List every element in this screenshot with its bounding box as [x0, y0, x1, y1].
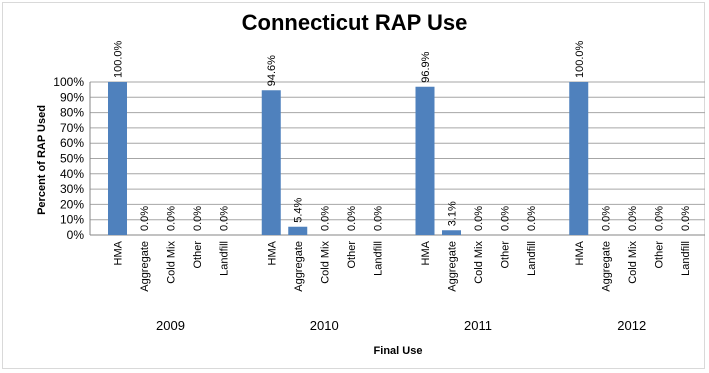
data-label: 0.0%	[139, 206, 151, 231]
data-label: 0.0%	[319, 206, 331, 231]
data-label: 94.6%	[266, 55, 278, 86]
category-label: Cold Mix	[166, 241, 178, 284]
data-label: 0.0%	[627, 206, 639, 231]
data-label: 0.0%	[653, 206, 665, 231]
data-label: 0.0%	[600, 206, 612, 231]
bar	[415, 86, 435, 235]
group-label: 2010	[310, 318, 339, 333]
category-label: Cold Mix	[473, 241, 485, 284]
bar	[108, 82, 127, 235]
bar	[288, 226, 308, 235]
data-label: 0.0%	[680, 206, 692, 231]
data-label: 3.1%	[447, 201, 459, 226]
category-label: HMA	[266, 240, 278, 265]
category-label: Cold Mix	[319, 241, 331, 284]
category-label: Landfill	[680, 241, 692, 276]
y-tick-label: 90%	[60, 90, 84, 104]
bar	[569, 82, 589, 235]
y-tick-label: 100%	[53, 75, 84, 89]
y-axis-title: Percent of RAP Used	[36, 105, 48, 215]
category-label: Aggregate	[600, 241, 612, 292]
data-label: 0.0%	[473, 206, 485, 231]
data-label: 5.4%	[293, 197, 305, 222]
category-label: Landfill	[372, 241, 384, 276]
group-label: 2011	[464, 318, 492, 333]
bar	[442, 230, 461, 235]
category-label: HMA	[113, 240, 125, 265]
category-label: Other	[346, 241, 358, 269]
y-tick-label: 30%	[60, 182, 84, 196]
bar	[261, 90, 281, 236]
y-tick-label: 20%	[60, 197, 84, 211]
y-tick-label: 70%	[60, 121, 84, 135]
y-tick-label: 60%	[60, 136, 84, 150]
data-label: 0.0%	[346, 206, 358, 231]
y-tick-label: 40%	[60, 167, 84, 181]
category-label: Aggregate	[447, 241, 459, 292]
category-label: Other	[192, 241, 204, 269]
group-label: 2012	[617, 318, 646, 333]
data-label: 0.0%	[500, 206, 512, 231]
category-label: Landfill	[219, 241, 231, 276]
data-label: 0.0%	[526, 206, 538, 231]
data-label: 0.0%	[219, 206, 231, 231]
category-label: Aggregate	[293, 241, 305, 292]
y-tick-label: 80%	[60, 106, 84, 120]
data-label: 0.0%	[192, 206, 204, 231]
x-axis-title: Final Use	[374, 345, 423, 357]
y-tick-label: 0%	[67, 228, 85, 242]
category-label: Landfill	[526, 241, 538, 276]
category-label: Aggregate	[139, 241, 151, 292]
data-label: 100.0%	[113, 40, 125, 78]
y-tick-label: 50%	[60, 152, 84, 166]
group-label: 2009	[156, 318, 185, 333]
y-tick-label: 10%	[60, 213, 84, 227]
data-label: 96.9%	[420, 51, 432, 82]
data-label: 0.0%	[166, 206, 178, 231]
data-label: 0.0%	[372, 206, 384, 231]
category-label: HMA	[574, 240, 586, 265]
category-label: Other	[500, 241, 512, 269]
category-label: HMA	[420, 240, 432, 265]
chart-title: Connecticut RAP Use	[241, 10, 468, 35]
category-label: Other	[653, 241, 665, 269]
data-label: 100.0%	[574, 40, 586, 78]
category-label: Cold Mix	[627, 241, 639, 284]
